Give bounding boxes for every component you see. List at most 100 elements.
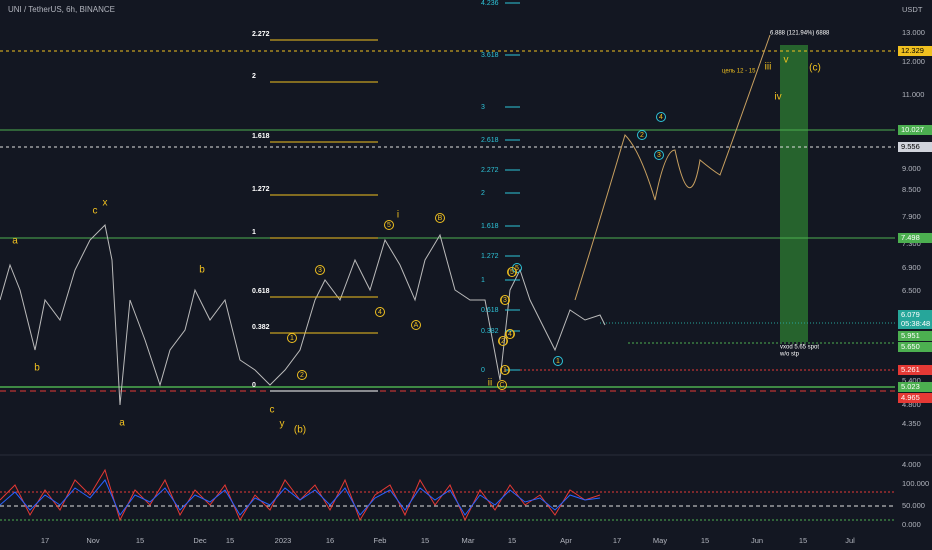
circled-label: (1) xyxy=(501,367,510,374)
price-tag-bg xyxy=(898,393,932,403)
price-tag-bg xyxy=(898,46,932,56)
wave-label: a xyxy=(12,236,18,247)
annotation: 6.888 (121.94%) 6888 xyxy=(770,31,830,37)
wave-label: c xyxy=(270,405,275,416)
annotation: w/o stp xyxy=(779,352,800,358)
fib-label: 0 xyxy=(481,367,485,374)
wave-label: ii xyxy=(488,378,492,389)
price-tag: 5.650 xyxy=(901,342,920,351)
price-tag-bg xyxy=(898,233,932,243)
time-axis-label: Mar xyxy=(462,536,475,545)
fib-label: 2 xyxy=(481,190,485,197)
time-axis-label: 15 xyxy=(136,536,144,545)
price-tag: 12.329 xyxy=(901,46,924,55)
circled-label: 3 xyxy=(318,267,322,274)
price-axis-label: 7.300 xyxy=(902,239,921,248)
price-axis-label: 5.400 xyxy=(902,376,921,385)
price-unit: USDT xyxy=(902,5,923,14)
annotation: цель 12 - 15 xyxy=(722,69,756,75)
price-axis-label: 6.900 xyxy=(902,263,921,272)
wave-label: b xyxy=(34,363,40,374)
wave-circle xyxy=(497,380,507,390)
price-axis-label: 7.900 xyxy=(902,212,921,221)
price-tag: 05:38:48 xyxy=(901,319,930,328)
wave-circle xyxy=(435,213,445,223)
price-tag: 9.556 xyxy=(901,142,920,151)
time-axis-label: Apr xyxy=(560,536,572,545)
price-axis-label: 9.000 xyxy=(902,164,921,173)
price-tag: 5.023 xyxy=(901,382,920,391)
osc-axis-label: 50.000 xyxy=(902,501,925,510)
wave-circle xyxy=(500,295,510,305)
fib-label: 0.618 xyxy=(481,307,499,314)
price-axis-label: 4.350 xyxy=(902,419,921,428)
circled-label: B xyxy=(438,215,443,222)
time-axis-label: Nov xyxy=(86,536,100,545)
price-axis-label: 13.000 xyxy=(902,28,925,37)
fib-label: 2 xyxy=(252,73,256,80)
wave-circle xyxy=(375,307,385,317)
wave-circle xyxy=(656,112,666,122)
circled-label: 2 xyxy=(640,132,644,139)
circled-label: (4) xyxy=(506,331,515,338)
fib-label: 1 xyxy=(252,229,256,236)
wave-circle xyxy=(505,329,515,339)
fib-label: 2.272 xyxy=(252,31,270,38)
fib-label: 0.618 xyxy=(252,288,270,295)
circled-label: 5 xyxy=(515,265,519,272)
target-zone xyxy=(780,45,808,342)
osc-axis-label: 0.000 xyxy=(902,520,921,529)
wave-circle xyxy=(654,150,664,160)
circled-label: A xyxy=(414,322,419,329)
price-tag: 5.951 xyxy=(901,331,920,340)
time-axis-label: 17 xyxy=(613,536,621,545)
fib-label: 0 xyxy=(252,382,256,389)
wave-circle xyxy=(287,333,297,343)
fib-label: 1.272 xyxy=(252,186,270,193)
price-line xyxy=(0,223,606,406)
fib-label: 1.272 xyxy=(481,253,499,260)
osc-axis-label: 100.000 xyxy=(902,479,929,488)
price-axis-label: 6.500 xyxy=(902,286,921,295)
time-axis-label: Jun xyxy=(751,536,763,545)
wave-label: (b) xyxy=(294,425,306,436)
circled-label: 4 xyxy=(378,309,382,316)
time-axis-label: May xyxy=(653,536,667,545)
wave-circle xyxy=(500,365,510,375)
circled-label: 5 xyxy=(387,222,391,229)
time-axis-label: 2023 xyxy=(275,536,292,545)
price-axis-label: 11.000 xyxy=(902,90,924,99)
wave-circle xyxy=(498,336,508,346)
fib-label: 2.272 xyxy=(481,167,499,174)
wave-circle xyxy=(384,220,394,230)
symbol-header[interactable]: UNI / TetherUS, 6h, BINANCE xyxy=(8,5,115,14)
projection-path xyxy=(574,34,771,301)
wave-label: x xyxy=(103,198,108,209)
price-tag-bg xyxy=(898,125,932,135)
fib-label: 0.382 xyxy=(481,328,499,335)
time-axis-label: 15 xyxy=(421,536,429,545)
circled-label: (3) xyxy=(501,297,510,304)
wave-circle xyxy=(637,130,647,140)
price-tag-bg xyxy=(898,331,932,341)
price-tag-bg xyxy=(898,319,932,329)
circled-label: 1 xyxy=(290,335,294,342)
wave-label: (c) xyxy=(809,63,821,74)
price-axis-label: 12.000 xyxy=(902,57,925,66)
price-tag-bg xyxy=(898,342,932,352)
circled-label: 1 xyxy=(556,358,560,365)
fib-label: 1.618 xyxy=(252,133,270,140)
wave-label: iv xyxy=(774,92,781,103)
circled-label: 4 xyxy=(659,114,663,121)
time-axis-label: 15 xyxy=(701,536,709,545)
price-tag-bg xyxy=(898,142,932,152)
price-tag: 5.261 xyxy=(901,365,920,374)
wave-label: c xyxy=(93,206,98,217)
time-axis-label: 15 xyxy=(799,536,807,545)
fib-label: 2.618 xyxy=(481,137,499,144)
time-axis-label: 16 xyxy=(326,536,334,545)
time-axis-label: Jul xyxy=(845,536,855,545)
fib-label: 3 xyxy=(481,104,485,111)
